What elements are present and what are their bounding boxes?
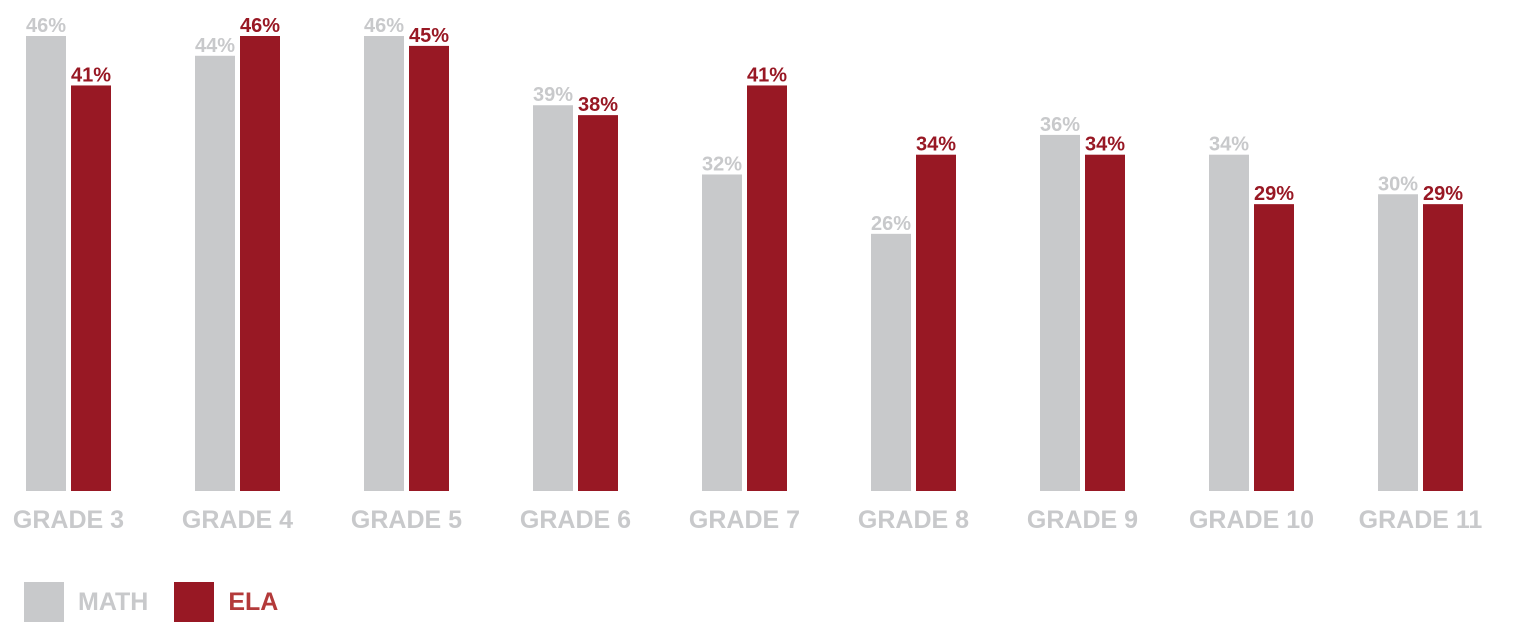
category-label-5: GRADE 7	[689, 506, 800, 534]
bar-ela-5	[747, 85, 787, 492]
bar-math-6	[871, 233, 911, 491]
category-label-9: GRADE 11	[1359, 506, 1483, 534]
value-label-math-5: 32%	[702, 153, 742, 175]
legend-item-ela: ELA	[174, 582, 278, 622]
bar-math-8	[1209, 154, 1249, 491]
chart-legend: MATH ELA	[24, 582, 304, 622]
value-label-math-1: 46%	[26, 15, 66, 37]
category-label-7: GRADE 9	[1027, 506, 1138, 534]
bar-math-4	[533, 105, 573, 491]
bar-ela-8	[1254, 204, 1294, 492]
bar-ela-1	[71, 85, 111, 492]
value-label-ela-4: 38%	[578, 94, 618, 116]
value-label-math-2: 44%	[195, 35, 235, 57]
bar-math-3	[364, 36, 404, 491]
value-label-ela-3: 45%	[409, 25, 449, 47]
category-label-3: GRADE 5	[351, 506, 462, 534]
value-label-ela-2: 46%	[240, 15, 280, 37]
legend-item-math: MATH	[24, 582, 148, 622]
bar-ela-3	[409, 45, 449, 492]
value-label-math-4: 39%	[533, 84, 573, 106]
value-labels-layer: 46%41%44%46% 46% 45%39% 38%32%41%26%34%36%3…	[26, 15, 1463, 235]
bar-math-1	[26, 36, 66, 491]
legend-label-ela: ELA	[228, 587, 279, 616]
bars-layer	[26, 36, 1463, 492]
bar-ela-7	[1085, 154, 1125, 491]
value-label-ela-7: 34%	[1085, 134, 1125, 156]
category-labels-layer: GRADE 3 GRADE 4 GRADE 5 GRADE 6 GRADE 7 GRADE…	[13, 506, 1482, 534]
bar-ela-4	[578, 115, 618, 491]
value-label-math-6: 26%	[871, 213, 911, 235]
legend-label-math: MATH	[78, 587, 149, 616]
value-label-math-3: 46%	[364, 15, 404, 37]
category-label-8: GRADE 10	[1189, 506, 1314, 534]
category-label-1: GRADE 3	[13, 506, 124, 534]
legend-swatch-ela	[174, 582, 215, 622]
category-label-4: GRADE 6	[520, 506, 631, 534]
value-label-ela-9: 29%	[1423, 183, 1463, 205]
bar-math-7	[1040, 134, 1080, 492]
bar-math-5	[702, 174, 742, 491]
category-label-6: GRADE 8	[858, 506, 969, 534]
bar-math-9	[1378, 194, 1418, 491]
value-label-math-7: 36%	[1040, 114, 1080, 136]
bar-ela-9	[1423, 204, 1463, 492]
category-label-2: GRADE 4	[182, 506, 293, 534]
value-label-ela-6: 34%	[916, 134, 956, 156]
bar-ela-2	[240, 36, 280, 491]
legend-swatch-math	[24, 582, 64, 622]
value-label-math-9: 30%	[1378, 173, 1418, 195]
value-label-ela-8: 29%	[1254, 183, 1294, 205]
bar-ela-6	[916, 154, 956, 491]
value-label-math-8: 34%	[1209, 134, 1249, 156]
value-label-ela-5: 41%	[747, 64, 787, 86]
bar-math-2	[195, 55, 235, 492]
value-label-ela-1: 41%	[71, 64, 111, 86]
